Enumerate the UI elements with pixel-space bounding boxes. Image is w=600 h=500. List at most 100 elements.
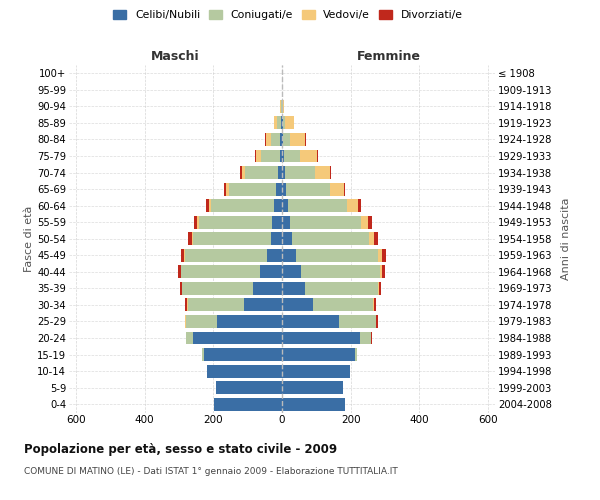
Bar [374,232,378,245]
Bar [199,216,272,228]
Bar [286,182,330,196]
Bar [271,133,280,146]
Bar [284,150,300,162]
Text: Popolazione per età, sesso e stato civile - 2009: Popolazione per età, sesso e stato civil… [24,442,337,456]
Bar [330,182,344,196]
Bar [181,249,184,262]
Text: Maschi: Maschi [151,50,200,62]
Bar [178,266,181,278]
Bar [282,282,305,295]
Bar [244,298,282,312]
Bar [266,133,271,146]
Bar [261,150,280,162]
Bar [282,100,283,113]
Bar [274,116,277,130]
Bar [191,232,193,245]
Bar [315,166,331,179]
Text: COMUNE DI MATINO (LE) - Dati ISTAT 1° gennaio 2009 - Elaborazione TUTTITALIA.IT: COMUNE DI MATINO (LE) - Dati ISTAT 1° ge… [24,468,398,476]
Bar [188,232,191,245]
Bar [368,216,372,228]
Bar [283,116,286,130]
Bar [278,166,282,179]
Bar [283,100,284,113]
Bar [290,216,361,228]
Bar [355,348,356,361]
Bar [217,315,282,328]
Bar [216,381,282,394]
Bar [369,232,374,245]
Bar [185,249,266,262]
Bar [281,116,282,130]
Bar [197,216,199,228]
Bar [283,133,290,146]
Y-axis label: Anni di nascita: Anni di nascita [560,198,571,280]
Bar [378,249,382,262]
Bar [242,166,245,179]
Bar [256,150,260,162]
Bar [282,249,296,262]
Bar [282,266,301,278]
Bar [282,232,292,245]
Bar [276,182,282,196]
Bar [194,216,197,228]
Bar [280,133,282,146]
Bar [282,116,283,130]
Bar [382,249,386,262]
Bar [182,282,253,295]
Text: Femmine: Femmine [356,50,421,62]
Bar [286,116,294,130]
Bar [260,266,282,278]
Bar [193,332,282,344]
Bar [253,282,282,295]
Bar [184,249,185,262]
Bar [202,348,203,361]
Bar [358,199,361,212]
Bar [282,315,338,328]
Bar [379,282,381,295]
Bar [376,315,378,328]
Bar [254,150,256,162]
Bar [380,266,382,278]
Bar [274,199,282,212]
Bar [282,150,284,162]
Bar [277,116,281,130]
Bar [282,133,283,146]
Bar [271,232,282,245]
Bar [313,298,373,312]
Bar [282,298,313,312]
Bar [282,182,286,196]
Bar [292,232,369,245]
Bar [282,332,361,344]
Bar [282,199,288,212]
Bar [296,249,378,262]
Bar [347,199,358,212]
Bar [203,348,282,361]
Bar [272,216,282,228]
Bar [209,199,211,212]
Bar [382,266,385,278]
Bar [374,298,376,312]
Bar [282,348,355,361]
Bar [226,182,229,196]
Bar [181,266,260,278]
Bar [317,150,318,162]
Bar [186,332,193,344]
Bar [193,232,271,245]
Bar [282,364,350,378]
Bar [282,381,343,394]
Bar [211,199,274,212]
Y-axis label: Fasce di età: Fasce di età [25,206,34,272]
Bar [214,398,282,410]
Bar [290,133,305,146]
Bar [280,150,282,162]
Bar [282,216,290,228]
Bar [188,298,244,312]
Bar [240,166,242,179]
Bar [185,298,187,312]
Bar [282,166,285,179]
Bar [305,282,377,295]
Bar [245,166,278,179]
Bar [361,216,368,228]
Bar [285,166,315,179]
Bar [373,298,374,312]
